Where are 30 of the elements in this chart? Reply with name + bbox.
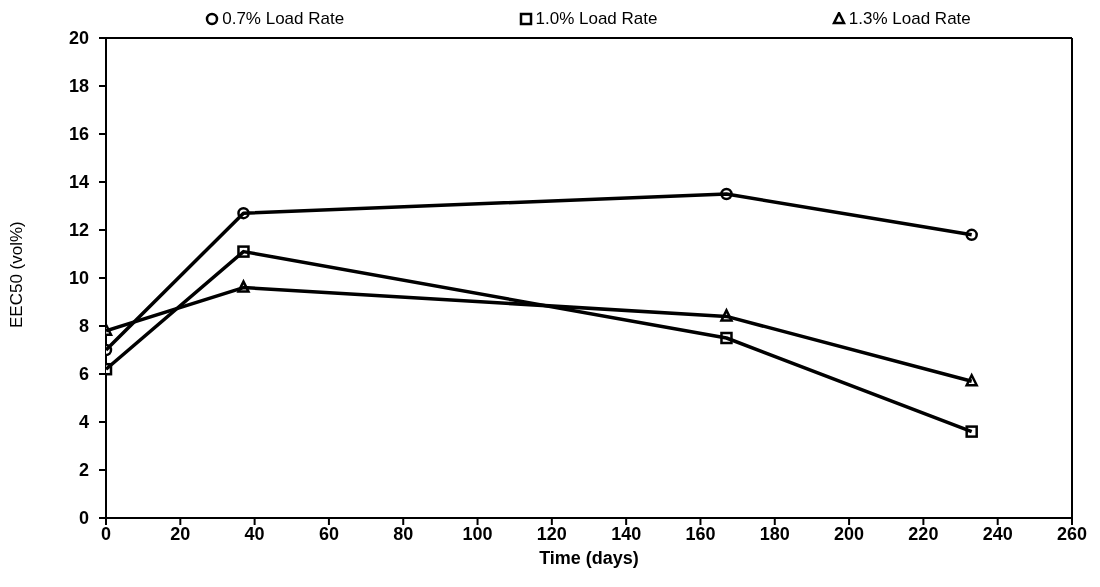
x-tick-label: 20 <box>170 523 191 544</box>
x-tick-label: 80 <box>393 523 414 544</box>
y-tick-label: 18 <box>68 76 89 97</box>
x-tick-label: 220 <box>908 523 939 544</box>
y-tick-label: 0 <box>78 508 89 529</box>
x-tick-label: 200 <box>834 523 865 544</box>
x-tick-label: 40 <box>244 523 265 544</box>
y-tick-label: 14 <box>68 172 89 193</box>
y-tick-label: 4 <box>78 412 89 433</box>
x-tick-label: 180 <box>759 523 790 544</box>
x-tick-label: 160 <box>685 523 716 544</box>
y-tick-label: 10 <box>68 268 89 289</box>
y-tick-label: 12 <box>68 220 89 241</box>
x-tick-label: 120 <box>536 523 567 544</box>
y-tick-label: 6 <box>78 364 89 385</box>
y-tick-label: 2 <box>78 460 89 481</box>
y-axis-title: EEC50 (vol%) <box>7 221 27 328</box>
x-tick-label: 260 <box>1056 523 1088 544</box>
x-tick-label: 140 <box>611 523 642 544</box>
y-tick-label: 16 <box>68 124 89 145</box>
legend-label: 0.7% Load Rate <box>222 9 345 29</box>
x-tick-label: 0 <box>100 523 112 544</box>
x-axis-title: Time (days) <box>539 548 639 568</box>
legend-label: 1.3% Load Rate <box>848 9 971 29</box>
y-tick-label: 8 <box>78 316 89 337</box>
x-tick-label: 100 <box>462 523 493 544</box>
x-tick-label: 240 <box>982 523 1013 544</box>
legend-label: 1.0% Load Rate <box>535 9 658 29</box>
x-tick-label: 60 <box>318 523 339 544</box>
y-tick-label: 20 <box>68 28 89 49</box>
